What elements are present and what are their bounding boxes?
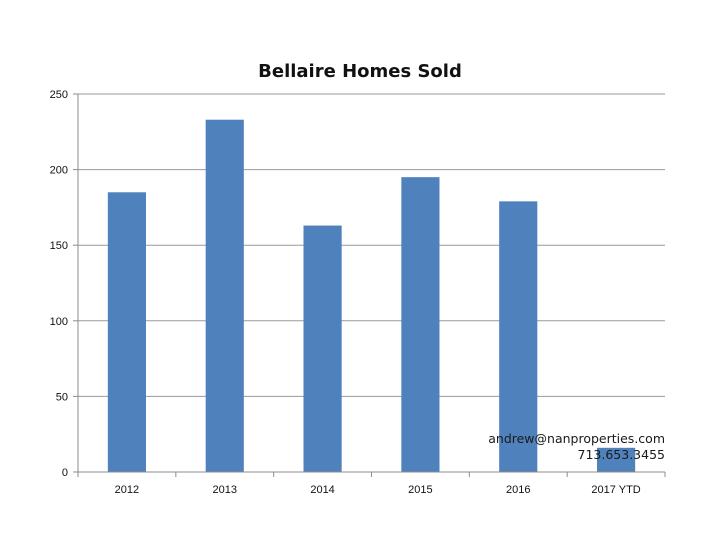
bar-2016 [499,201,538,473]
bars [107,119,636,473]
x-tick-label: 2015 [408,484,432,496]
x-tick-label: 2016 [506,484,530,496]
y-tick-label: 200 [50,165,68,177]
contact-phone: 713.653.3455 [577,447,665,462]
bar-2013 [205,119,244,472]
y-tick-label: 50 [56,391,68,403]
y-tick-labels: 0 50 100 150 200 250 [50,89,68,479]
y-tick-label: 0 [62,467,68,479]
y-tick-label: 150 [50,240,68,252]
axes [73,94,666,477]
chart-title: Bellaire Homes Sold [258,61,462,82]
bar-2014 [303,225,342,472]
bar-2012 [107,192,146,472]
x-tick-label: 2013 [213,484,237,496]
x-tick-label: 2017 YTD [591,484,640,496]
gridlines [73,93,665,473]
x-tick-label: 2012 [115,484,139,496]
bar-2015 [401,177,440,472]
contact-email: andrew@nanproperties.com [488,431,665,446]
x-tick-label: 2014 [310,484,334,496]
y-tick-label: 250 [50,89,68,101]
x-tick-labels: 2012 2013 2014 2015 2016 2017 YTD [115,484,641,496]
bar-2017-ytd [597,447,636,472]
y-tick-label: 100 [50,316,68,328]
